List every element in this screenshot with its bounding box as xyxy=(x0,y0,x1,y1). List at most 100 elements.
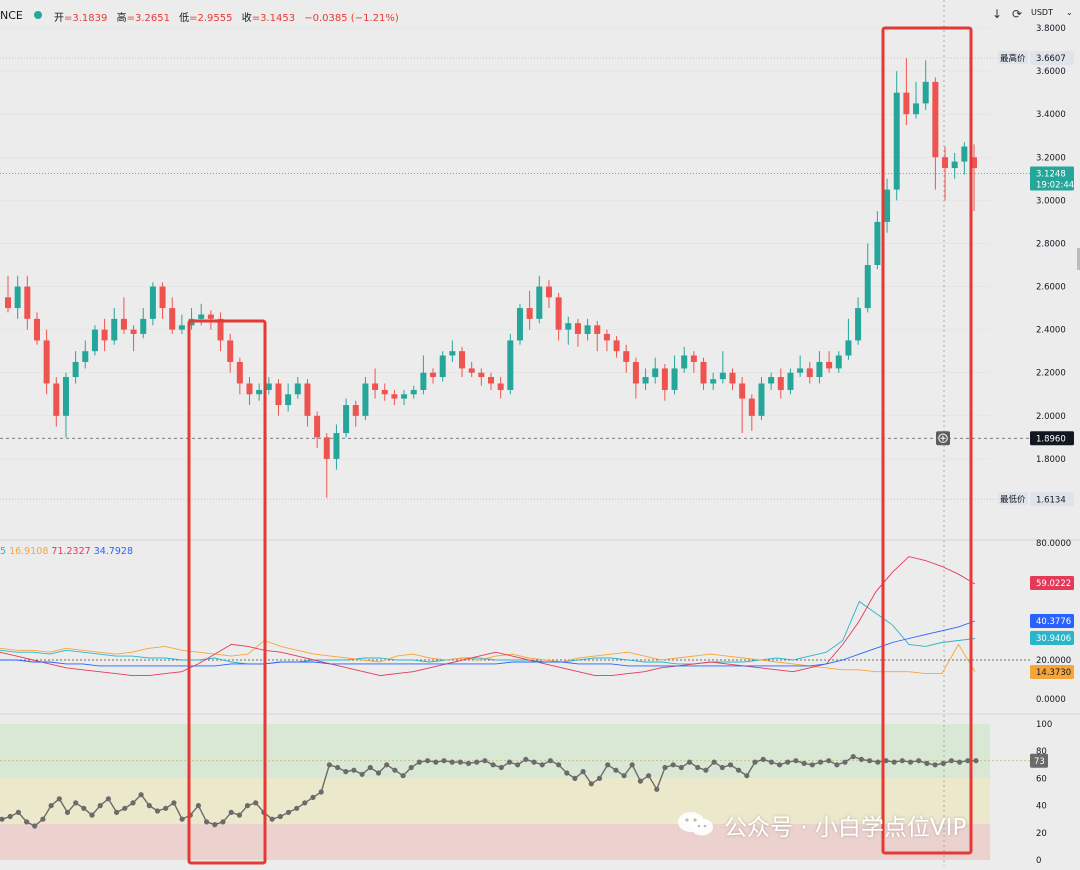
rsi-point xyxy=(154,808,161,814)
rsi-point xyxy=(122,805,128,811)
candle xyxy=(787,368,794,395)
candle xyxy=(285,383,292,412)
candle xyxy=(33,312,40,345)
rsi-point xyxy=(744,773,750,779)
candle-body xyxy=(555,297,562,330)
indicator-tick-label: 0.0000 xyxy=(1036,695,1066,705)
high-tag-bg xyxy=(998,51,1028,65)
legend-value-1: 5 xyxy=(0,546,7,557)
candle xyxy=(584,318,591,341)
rsi-point xyxy=(64,809,71,816)
indicator-value-tag-bg xyxy=(1030,665,1074,679)
rsi-point xyxy=(719,764,725,771)
rsi-point xyxy=(81,805,87,811)
candle-body xyxy=(961,146,968,162)
candle-body xyxy=(275,383,282,406)
rsi-tick-label: 100 xyxy=(1036,720,1052,730)
rsi-point xyxy=(727,762,734,768)
ohlc-high-value: =3.2651 xyxy=(126,13,170,24)
candle xyxy=(893,71,900,201)
price-tick-label: 2.2000 xyxy=(1036,369,1066,379)
rsi-point xyxy=(957,759,963,765)
rsi-point xyxy=(97,803,103,809)
caret-down-icon[interactable]: ⌄ xyxy=(1066,8,1073,17)
candle-body xyxy=(835,355,842,369)
candle xyxy=(845,318,852,360)
rsi-point xyxy=(850,754,856,760)
candle-body xyxy=(149,286,156,319)
price-tick-label: 2.6000 xyxy=(1036,283,1066,293)
candle xyxy=(613,336,620,358)
arrow-down-icon[interactable]: ↓ xyxy=(991,7,1003,21)
currency-selector[interactable]: USDT xyxy=(1031,8,1053,17)
candle xyxy=(478,368,485,386)
candle-body xyxy=(661,368,668,390)
rsi-point xyxy=(474,759,480,765)
rsi-point xyxy=(539,762,545,768)
ohlc-close-label: 收 xyxy=(241,13,252,24)
high-value-tag-bg xyxy=(1030,51,1074,66)
rsi-point xyxy=(891,759,897,765)
candle xyxy=(864,243,871,313)
rsi-point xyxy=(556,762,562,768)
candle xyxy=(942,146,949,201)
candle-body xyxy=(420,372,427,390)
candle xyxy=(362,377,369,421)
rsi-point xyxy=(940,760,946,767)
candle xyxy=(594,321,601,352)
crosshair-price-tag: 1.8960 xyxy=(1036,434,1066,444)
candle xyxy=(971,144,977,212)
candle xyxy=(652,357,659,384)
rsi-point xyxy=(703,767,709,773)
candle xyxy=(768,372,775,390)
candle-body xyxy=(217,318,224,341)
crosshair-plus-ring xyxy=(938,433,948,443)
rsi-point xyxy=(932,762,938,768)
candle xyxy=(739,377,746,434)
rsi-point xyxy=(204,819,210,825)
rsi-point xyxy=(867,758,873,764)
candle-body xyxy=(62,377,69,416)
candle xyxy=(24,275,31,330)
candle-body xyxy=(826,361,833,369)
candle-body xyxy=(497,383,504,390)
candle-body xyxy=(777,377,784,390)
candle-body xyxy=(971,157,977,169)
candle-body xyxy=(372,383,379,390)
rsi-point xyxy=(826,758,832,764)
candle-body xyxy=(603,333,610,341)
ticker-symbol[interactable]: NCE xyxy=(0,9,23,22)
candle xyxy=(932,77,939,190)
candle-body xyxy=(430,372,437,378)
low-value-tag-bg xyxy=(1030,492,1074,507)
high-tag-label: 最高价 xyxy=(1000,53,1026,64)
candle-body xyxy=(5,297,11,309)
rsi-point xyxy=(179,816,185,822)
candle xyxy=(468,361,475,378)
candle-body xyxy=(594,325,601,334)
candle xyxy=(82,340,89,369)
candle xyxy=(488,372,494,390)
highlight-box-right xyxy=(881,26,973,855)
indicator-value-tag-bg xyxy=(1030,631,1074,645)
candle-body xyxy=(343,405,350,434)
candle-body xyxy=(101,329,108,341)
rsi-point xyxy=(253,800,259,806)
refresh-icon[interactable]: ⟳ xyxy=(1011,7,1023,21)
candle-body xyxy=(33,318,40,341)
candle xyxy=(536,275,543,324)
candle xyxy=(874,211,881,270)
candle xyxy=(265,377,272,395)
rsi-point xyxy=(212,822,218,828)
rsi-tick-label: 20 xyxy=(1036,829,1047,839)
rsi-point xyxy=(858,756,865,763)
rsi-point xyxy=(375,770,382,776)
indicator-series-line xyxy=(0,556,976,677)
candle-body xyxy=(236,361,243,384)
rsi-point xyxy=(752,759,758,765)
candle xyxy=(410,385,417,399)
ohlc-change-value: −0.0385 (−1.21%) xyxy=(304,13,399,24)
rsi-point xyxy=(0,816,5,822)
